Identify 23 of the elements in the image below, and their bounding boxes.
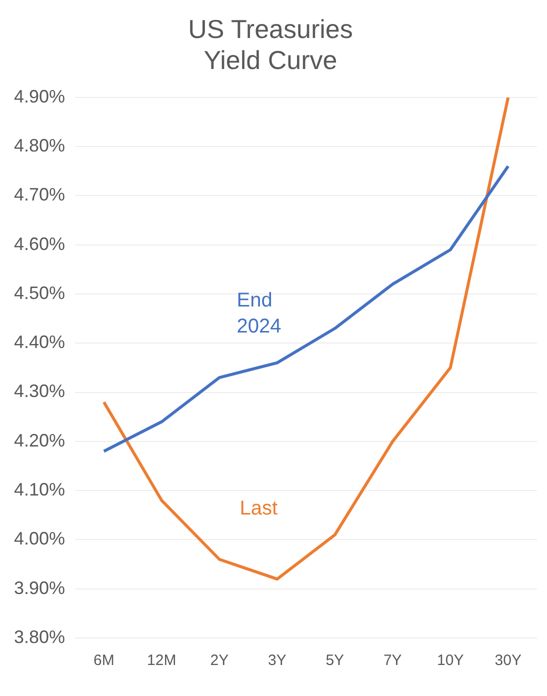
y-tick-label: 3.80% bbox=[14, 626, 66, 647]
series-label: End 2024 bbox=[236, 289, 282, 338]
y-tick-label: 4.60% bbox=[14, 234, 66, 254]
y-tick-label: 4.80% bbox=[14, 136, 66, 156]
x-tick-label: 3Y bbox=[268, 652, 286, 670]
y-tick-label: 4.00% bbox=[14, 528, 66, 549]
x-tick-label: 5Y bbox=[326, 652, 344, 670]
y-tick-label: 4.20% bbox=[14, 430, 66, 450]
text: Last bbox=[240, 498, 278, 520]
y-tick-label: 4.30% bbox=[14, 381, 66, 402]
x-tick-label: 7Y bbox=[383, 652, 402, 670]
chart-title: US Treasuries Yield Curve bbox=[188, 14, 353, 75]
y-tick-label: 4.50% bbox=[14, 282, 66, 303]
y-tick-label: 3.90% bbox=[14, 578, 66, 598]
x-tick-label: 10Y bbox=[437, 652, 464, 670]
x-tick-label: 30Y bbox=[494, 652, 522, 670]
y-tick-label: 4.10% bbox=[14, 480, 66, 500]
y-tick-label: 4.40% bbox=[14, 332, 66, 352]
y-tick-label: 4.70% bbox=[14, 184, 66, 205]
y-tick-label: 4.90% bbox=[14, 86, 66, 106]
x-tick-label: 12M bbox=[147, 652, 176, 670]
x-tick-label: 6M bbox=[93, 652, 114, 670]
x-tick-label: 2Y bbox=[210, 652, 229, 670]
